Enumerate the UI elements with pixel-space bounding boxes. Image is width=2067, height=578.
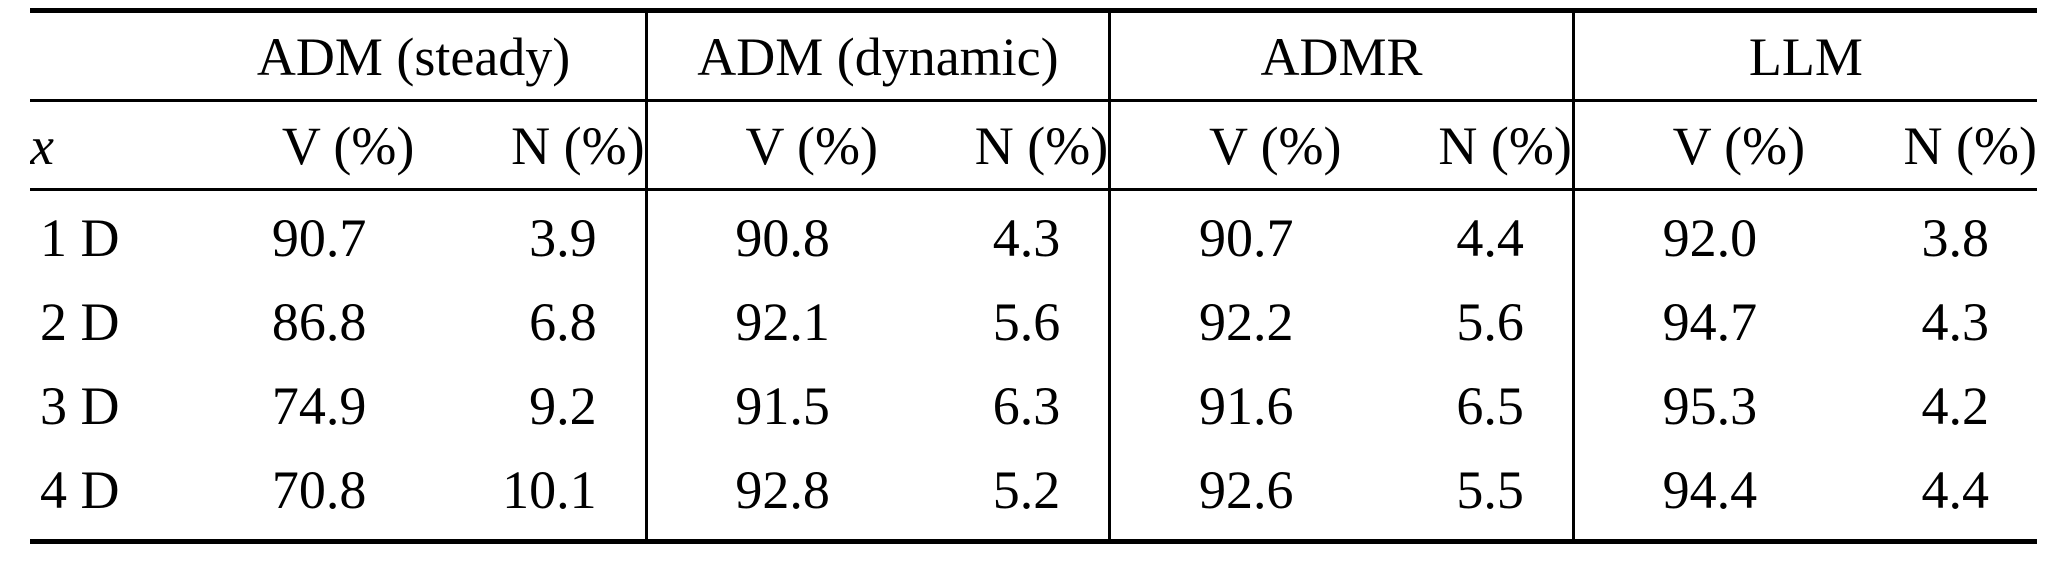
value-cell: 6.8 — [529, 292, 597, 352]
value-cell: 5.6 — [1456, 292, 1524, 352]
group-header-admr: ADMR — [1108, 10, 1574, 102]
value-cell: 4.3 — [1921, 292, 1990, 352]
value-cell: 10.1 — [502, 460, 597, 520]
group-header-adm-dynamic: ADM (dynamic) — [644, 10, 1110, 102]
col-header-v-dynamic: V (%) — [644, 100, 878, 191]
group-header-adm-steady: ADM (steady) — [182, 10, 647, 102]
value-cell: 92.6 — [1108, 448, 1342, 542]
group-header-spacer — [30, 10, 183, 102]
table-row: 1 D 90.7 3.9 90.8 4.3 90.7 4.4 92.0 3.8 — [30, 189, 2037, 280]
value-cell: 94.7 — [1571, 280, 1806, 364]
value-cell: 3.8 — [1921, 208, 1990, 268]
column-header-row: x V (%) N (%) V (%) N (%) V (%) N (%) V … — [30, 100, 2037, 191]
col-header-v-steady: V (%) — [182, 100, 415, 191]
value-cell: 86.8 — [271, 292, 367, 352]
value-cell: 91.5 — [644, 364, 878, 448]
value-cell: 92.0 — [1571, 189, 1806, 280]
col-header-n-llm: N (%) — [1805, 100, 2037, 191]
value-cell: 5.2 — [992, 460, 1061, 520]
value-cell: 5.6 — [992, 292, 1061, 352]
col-header-n-steady: N (%) — [414, 100, 647, 191]
col-header-n-dynamic: N (%) — [877, 100, 1110, 191]
row-label: 3 D — [40, 376, 120, 436]
value-cell: 5.5 — [1456, 460, 1524, 520]
group-header-llm: LLM — [1571, 10, 2037, 102]
value-cell: 9.2 — [529, 376, 597, 436]
value-cell: 4.3 — [992, 208, 1061, 268]
value-cell: 90.7 — [1108, 189, 1342, 280]
table-row: 4 D 70.8 10.1 92.8 5.2 92.6 5.5 94.4 4.4 — [30, 448, 2037, 542]
col-header-v-admr: V (%) — [1108, 100, 1342, 191]
value-cell: 70.8 — [271, 460, 367, 520]
table-row: 2 D 86.8 6.8 92.1 5.6 92.2 5.6 94.7 4.3 — [30, 280, 2037, 364]
results-table: ADM (steady) ADM (dynamic) ADMR LLM x V … — [30, 8, 2037, 544]
value-cell: 92.8 — [644, 448, 878, 542]
value-cell: 74.9 — [271, 376, 367, 436]
col-header-v-llm: V (%) — [1571, 100, 1806, 191]
value-cell: 92.2 — [1108, 280, 1342, 364]
table-row: 3 D 74.9 9.2 91.5 6.3 91.6 6.5 95.3 4.2 — [30, 364, 2037, 448]
col-header-n-admr: N (%) — [1341, 100, 1574, 191]
row-label: 2 D — [40, 292, 120, 352]
value-cell: 6.3 — [992, 376, 1061, 436]
row-label: 1 D — [40, 208, 120, 268]
value-cell: 6.5 — [1456, 376, 1524, 436]
value-cell: 90.7 — [271, 208, 367, 268]
value-cell: 4.4 — [1456, 208, 1524, 268]
value-cell: 4.2 — [1921, 376, 1990, 436]
value-cell: 92.1 — [644, 280, 878, 364]
value-cell: 90.8 — [644, 189, 878, 280]
value-cell: 95.3 — [1571, 364, 1806, 448]
value-cell: 3.9 — [529, 208, 597, 268]
row-label: 4 D — [40, 460, 120, 520]
value-cell: 91.6 — [1108, 364, 1342, 448]
value-cell: 4.4 — [1921, 460, 1990, 520]
value-cell: 94.4 — [1571, 448, 1806, 542]
group-header-row: ADM (steady) ADM (dynamic) ADMR LLM — [30, 10, 2037, 102]
col-header-x: x — [30, 100, 183, 191]
